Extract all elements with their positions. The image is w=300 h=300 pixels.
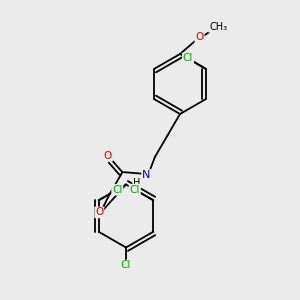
Text: Cl: Cl (183, 53, 193, 64)
Text: CH₃: CH₃ (209, 22, 227, 32)
Text: Cl: Cl (121, 260, 131, 271)
Text: O: O (195, 32, 204, 43)
Text: O: O (104, 151, 112, 161)
Text: Cl: Cl (130, 185, 140, 195)
Text: N: N (142, 170, 151, 180)
Text: H: H (133, 178, 140, 188)
Text: Cl: Cl (112, 185, 122, 195)
Text: O: O (95, 207, 103, 218)
